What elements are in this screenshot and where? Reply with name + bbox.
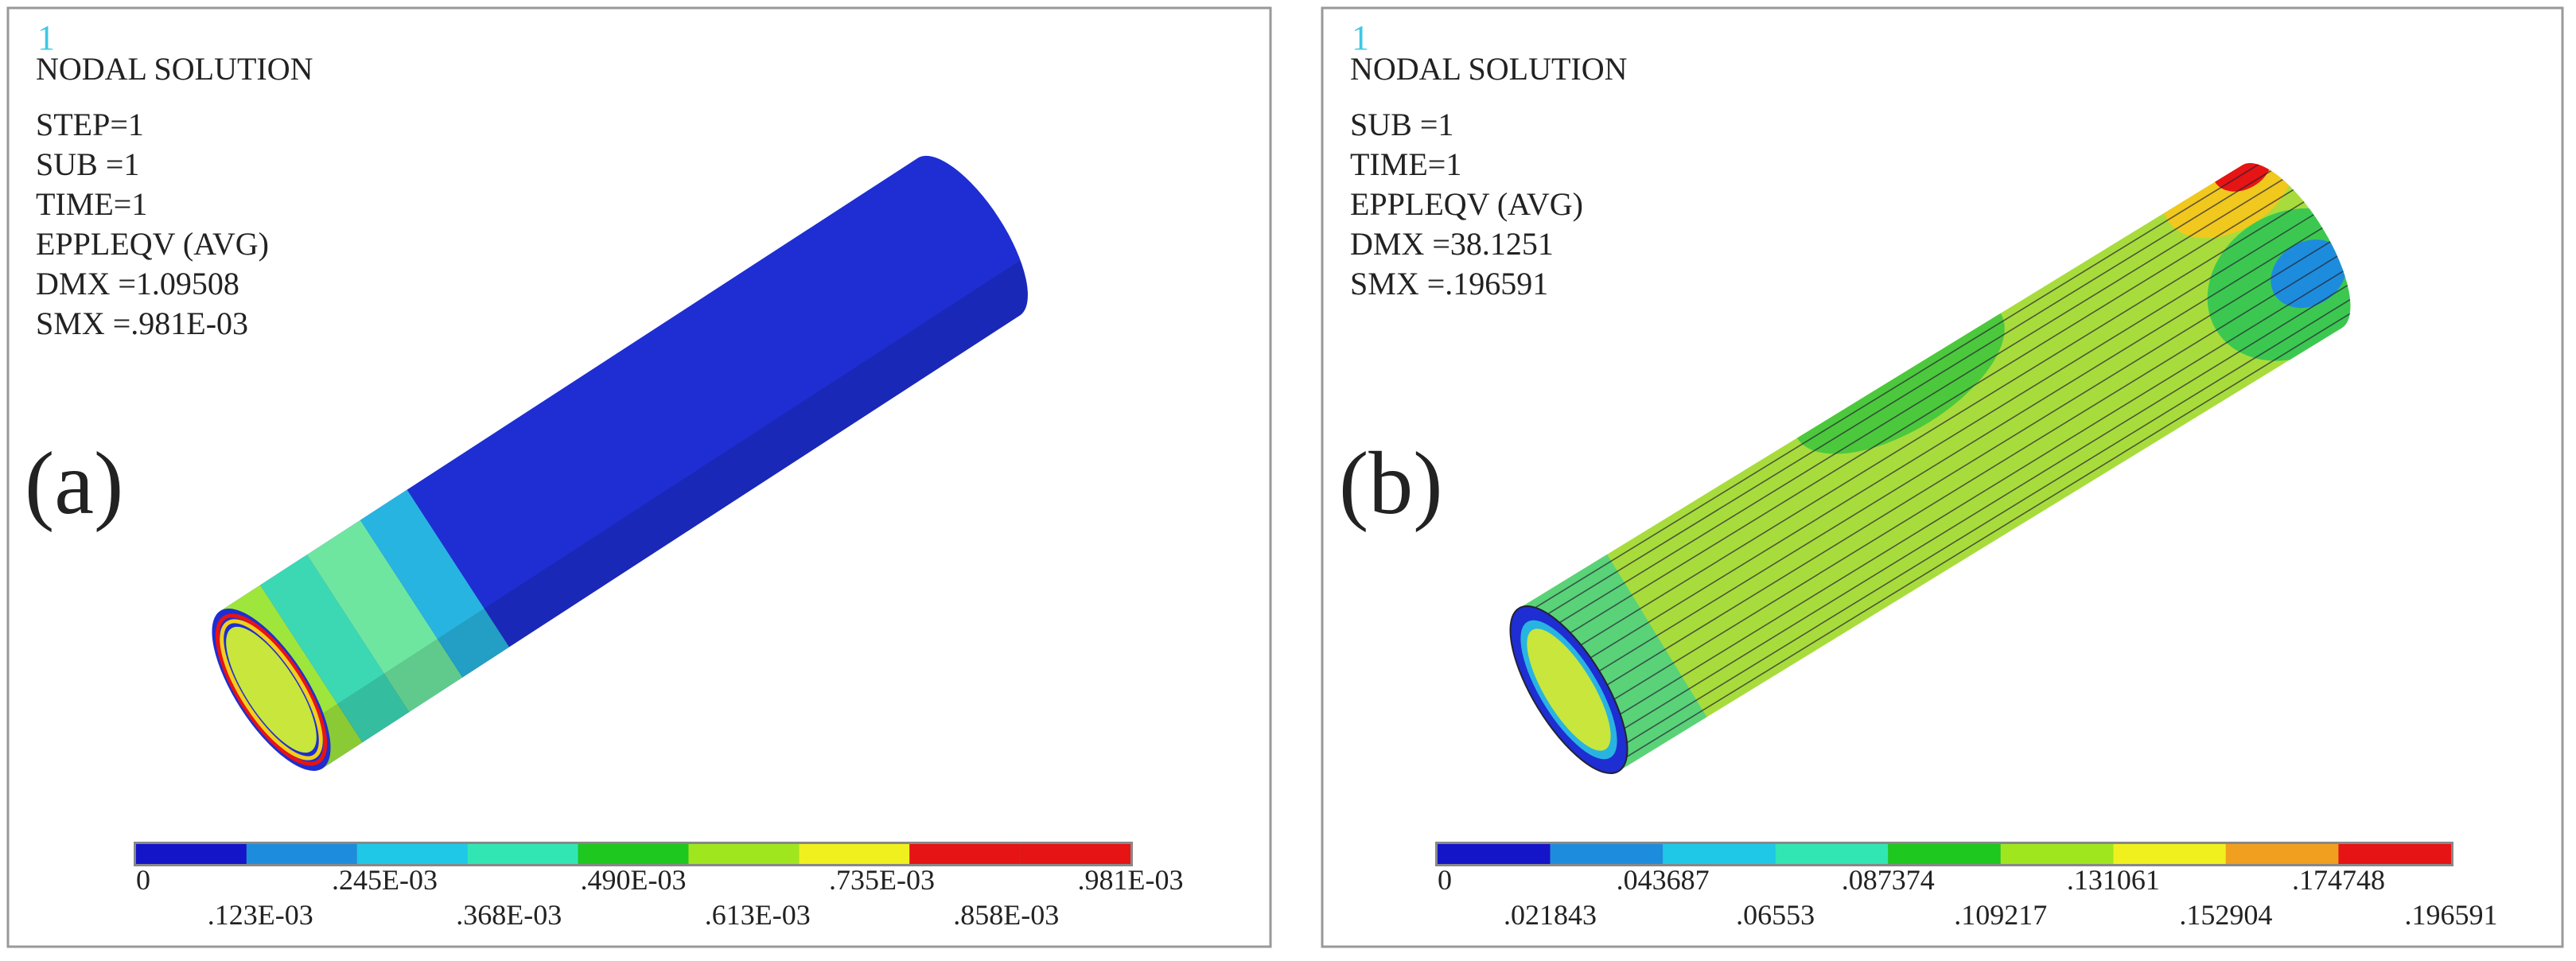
- legend-swatch: [578, 844, 689, 864]
- legend-swatch: [2338, 844, 2451, 864]
- result-info: TIME=1: [36, 186, 147, 222]
- legend-label: .858E-03: [953, 899, 1059, 931]
- legend-label: .087374: [1842, 864, 1935, 896]
- legend-label: .613E-03: [705, 899, 811, 931]
- legend-label: .123E-03: [208, 899, 313, 931]
- result-info: EPPLEQV (AVG): [1350, 186, 1583, 222]
- legend-swatch: [467, 844, 578, 864]
- legend-swatch: [1775, 844, 1889, 864]
- legend-swatch: [1888, 844, 2001, 864]
- window-number: 1: [37, 18, 55, 57]
- legend-label: .735E-03: [829, 864, 935, 896]
- result-info: DMX =1.09508: [36, 266, 239, 302]
- legend-label: .196591: [2405, 899, 2498, 931]
- cylinder-model: [212, 138, 1050, 771]
- panel-label: (b): [1339, 434, 1443, 533]
- result-info: SUB =1: [36, 146, 139, 182]
- panel-label: (a): [25, 434, 123, 533]
- legend-label: 0: [136, 864, 150, 896]
- legend-swatch: [799, 844, 910, 864]
- result-title: NODAL SOLUTION: [1350, 51, 1627, 87]
- legend-swatch: [1020, 844, 1130, 864]
- legend-label: .490E-03: [581, 864, 687, 896]
- legend-label: .174748: [2292, 864, 2385, 896]
- legend-label: .368E-03: [456, 899, 562, 931]
- legend-swatch: [1663, 844, 1776, 864]
- legend-swatch: [2225, 844, 2339, 864]
- legend-swatch: [356, 844, 468, 864]
- legend-label: 0: [1438, 864, 1452, 896]
- result-info: TIME=1: [1350, 146, 1461, 182]
- legend-swatch: [136, 844, 247, 864]
- legend-label: .021843: [1504, 899, 1597, 931]
- legend-label: .131061: [2067, 864, 2160, 896]
- legend-swatch: [1438, 844, 1551, 864]
- legend-label: .981E-03: [1078, 864, 1184, 896]
- result-info: SUB =1: [1350, 107, 1453, 142]
- legend-label: .06553: [1736, 899, 1815, 931]
- legend-swatch: [2000, 844, 2114, 864]
- result-title: NODAL SOLUTION: [36, 51, 313, 87]
- result-info: STEP=1: [36, 107, 144, 142]
- legend-swatch: [1550, 844, 1664, 864]
- legend-swatch: [246, 844, 357, 864]
- result-info: DMX =38.1251: [1350, 226, 1554, 262]
- legend-label: .152904: [2179, 899, 2272, 931]
- legend-swatch: [2113, 844, 2226, 864]
- legend-label: .245E-03: [332, 864, 438, 896]
- result-info: SMX =.196591: [1350, 266, 1548, 302]
- legend-swatch: [909, 844, 1021, 864]
- legend-label: .043687: [1617, 864, 1710, 896]
- legend-label: .109217: [1954, 899, 2047, 931]
- window-number: 1: [1352, 18, 1369, 57]
- result-info: SMX =.981E-03: [36, 305, 248, 341]
- result-info: EPPLEQV (AVG): [36, 226, 269, 262]
- legend-swatch: [688, 844, 800, 864]
